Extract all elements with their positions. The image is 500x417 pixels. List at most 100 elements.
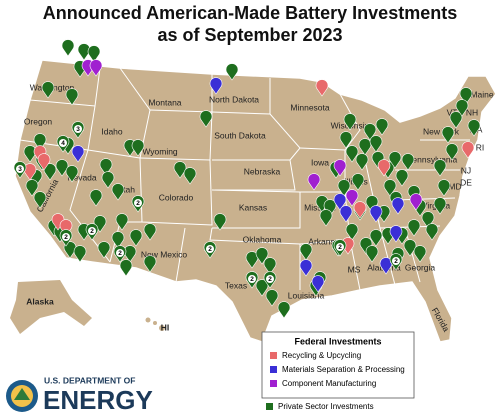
pin (375, 118, 389, 136)
pin (87, 45, 101, 63)
state-label: Minnesota (290, 102, 329, 112)
pin-body (37, 153, 51, 171)
pin (437, 179, 451, 197)
pin (425, 223, 439, 241)
pin: 2 (203, 241, 217, 259)
pin (255, 247, 269, 265)
pin-body (101, 171, 115, 189)
pin-body (111, 231, 125, 249)
pin (43, 163, 57, 181)
pin (353, 201, 367, 219)
pin (225, 63, 239, 81)
pin: 2 (263, 271, 277, 289)
pin (395, 169, 409, 187)
state-label: Alaska (26, 296, 54, 306)
pin (89, 59, 103, 77)
pin-body (277, 301, 291, 319)
state-label: Montana (148, 97, 181, 107)
pin-body (379, 257, 393, 275)
state-label: Maine (470, 89, 493, 99)
state-label: MS (348, 264, 361, 274)
pin (299, 259, 313, 277)
legend-label: Private Sector Investments (278, 402, 374, 411)
pin-body (343, 113, 357, 131)
pin (383, 179, 397, 197)
state-label: Georgia (405, 262, 436, 272)
pin: 2 (113, 245, 127, 263)
legend-swatch (266, 403, 273, 410)
pin (213, 213, 227, 231)
pin (33, 191, 47, 209)
pin (33, 133, 47, 151)
pin-body (333, 193, 347, 211)
pin (265, 289, 279, 307)
pin-count: 2 (394, 258, 398, 265)
pin-count: 2 (136, 200, 140, 207)
pin (71, 145, 85, 163)
state-label: Utah (117, 184, 135, 194)
pin-count: 2 (268, 276, 272, 283)
pin-body (383, 179, 397, 197)
pin-body (255, 247, 269, 265)
pin-badge (266, 275, 274, 283)
legend-label: Component Manufacturing (282, 379, 376, 388)
legend-swatch (270, 380, 277, 387)
pin (143, 255, 157, 273)
pin (111, 183, 125, 201)
pin (345, 145, 359, 163)
legend-swatch (270, 366, 277, 373)
pin (319, 209, 333, 227)
pin-body (433, 159, 447, 177)
pin-body (87, 45, 101, 63)
pin-body (421, 211, 435, 229)
pin (255, 279, 269, 297)
pin: 2 (245, 271, 259, 289)
pin: 2 (333, 239, 347, 257)
pin-body (459, 87, 473, 105)
pin-body (41, 81, 55, 99)
pin (263, 257, 277, 275)
pin (101, 171, 115, 189)
pin-body (119, 259, 133, 277)
pin: 2 (85, 223, 99, 241)
state-label: Kansas (239, 202, 267, 212)
pin-body (263, 257, 277, 275)
pin (409, 193, 423, 211)
pin (143, 223, 157, 241)
pin-body (445, 143, 459, 161)
pin (401, 153, 415, 171)
pin (407, 219, 421, 237)
state-label: NJ (461, 165, 471, 175)
pin-body (407, 219, 421, 237)
pin-body (345, 189, 359, 207)
pin (391, 197, 405, 215)
pin (65, 88, 79, 106)
state-label: Oklahoma (243, 234, 282, 244)
pin-body (307, 173, 321, 191)
pin (455, 99, 469, 117)
pin-body (255, 279, 269, 297)
pin (59, 219, 73, 237)
state-label: Oregon (24, 116, 53, 126)
pin-body (391, 197, 405, 215)
pin-body (395, 169, 409, 187)
pin-body (199, 110, 213, 128)
pin-body (401, 153, 415, 171)
legend: Federal Investments Recycling & Upcyclin… (261, 331, 415, 411)
pin-count: 2 (64, 234, 68, 241)
pin-body (449, 111, 463, 129)
pin-body (143, 255, 157, 273)
pin-body (339, 131, 353, 149)
pin-body (365, 195, 379, 213)
pin (99, 158, 113, 176)
pin-badge (116, 249, 124, 257)
pin-body (358, 138, 372, 156)
pin-body (131, 139, 145, 157)
pin-body (65, 165, 79, 183)
state-label: Idaho (101, 126, 123, 136)
pin-body (99, 158, 113, 176)
pin-body (433, 197, 447, 215)
pin-body (369, 205, 383, 223)
state-label: Nebraska (244, 166, 281, 176)
